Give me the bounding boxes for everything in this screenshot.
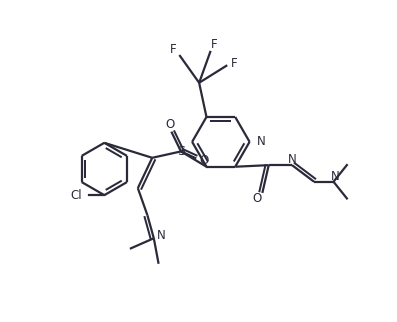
Text: S: S (177, 145, 185, 158)
Text: F: F (170, 43, 176, 56)
Text: N: N (256, 135, 265, 148)
Text: Cl: Cl (70, 189, 82, 202)
Text: F: F (231, 57, 237, 71)
Text: N: N (157, 229, 166, 242)
Text: O: O (200, 154, 209, 166)
Text: N: N (331, 169, 339, 183)
Text: O: O (165, 118, 174, 131)
Text: N: N (288, 153, 297, 166)
Text: F: F (210, 38, 217, 51)
Text: O: O (252, 192, 261, 205)
